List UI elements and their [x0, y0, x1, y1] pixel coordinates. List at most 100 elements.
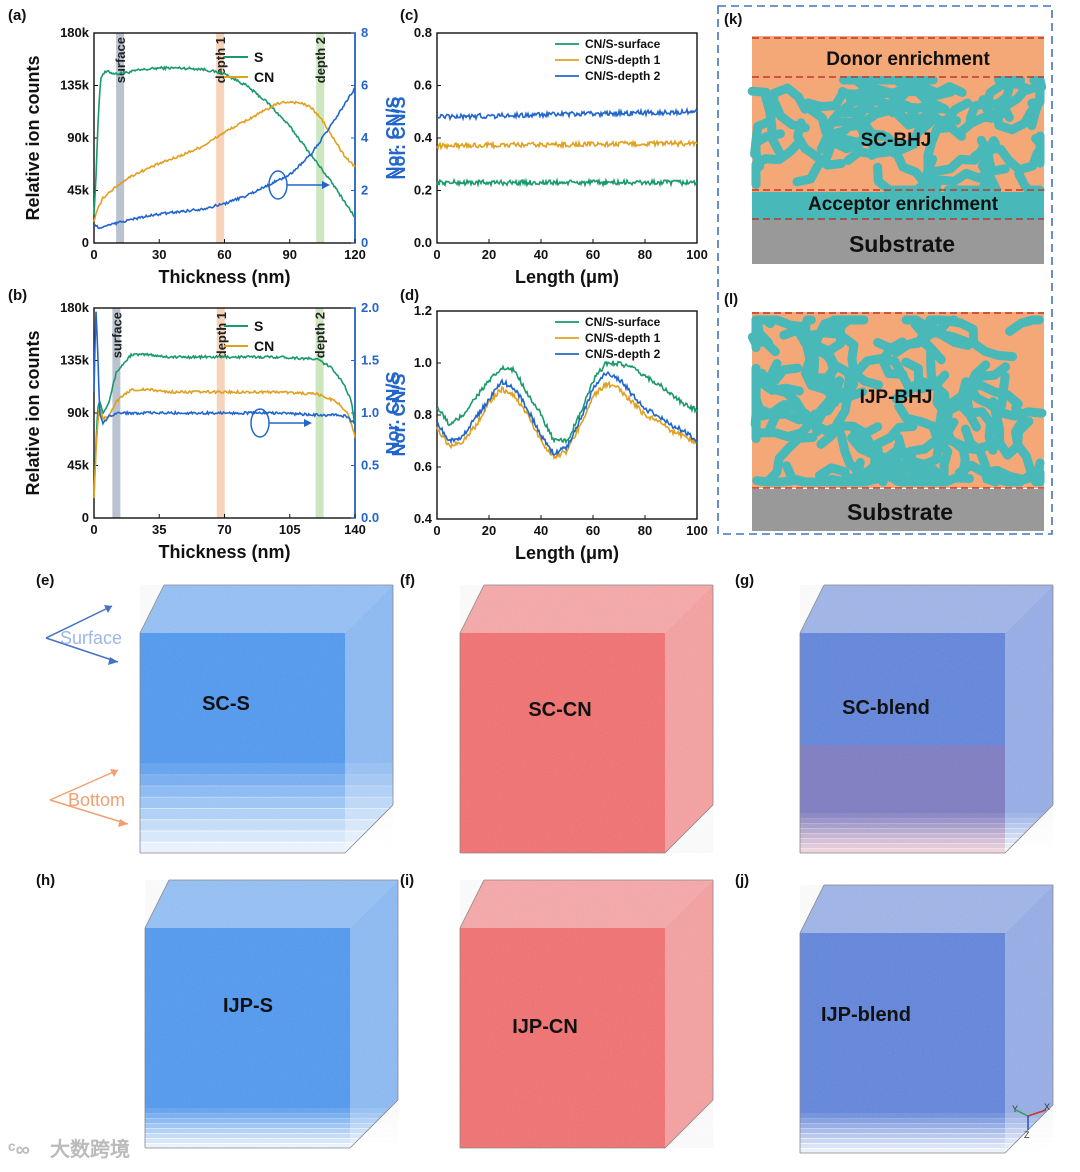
band-label: surface: [113, 37, 128, 83]
y-tick-label: 0.4: [414, 511, 433, 526]
x-tick-label: 30: [152, 247, 166, 262]
cube-j: IJP-blend: [799, 884, 1054, 1154]
cube-fade: [799, 1118, 1054, 1124]
annotation-arrowhead: [322, 181, 330, 189]
bhj-morphology-k: [747, 73, 1047, 198]
acceptor-domain: [761, 92, 784, 156]
y-tick-label: 90k: [67, 130, 89, 145]
ijp-bhj-label: IJP-BHJ: [860, 387, 933, 408]
acceptor-domain: [1003, 403, 1028, 460]
cube-label-h: IJP-S: [223, 995, 273, 1017]
acceptor-domain: [825, 325, 883, 390]
depth-band: [316, 33, 325, 243]
series-line-nor-cn-s: [93, 311, 356, 426]
x-tick-label: 120: [344, 247, 366, 262]
cube-fade: [139, 808, 394, 821]
band-label: depth 1: [214, 312, 229, 358]
acceptor-domain: [901, 315, 971, 347]
panel-label-i: (i): [400, 872, 414, 889]
acceptor-enrichment-label: Acceptor enrichment: [808, 194, 999, 215]
acceptor-domain: [850, 428, 884, 476]
acceptor-domain: [747, 86, 810, 133]
cube-texture: [145, 880, 398, 1148]
cube-fade: [144, 1113, 399, 1119]
cube-label-e: SC-S: [202, 693, 250, 715]
acceptor-enrichment-layer: [752, 192, 1044, 220]
panel-label-d: (d): [400, 287, 419, 304]
cube-fade: [799, 1133, 1054, 1139]
x-tick-label: 0: [433, 523, 440, 538]
cube-texture: [800, 885, 1053, 1153]
panel-label-j: (j): [735, 872, 749, 889]
legend-label: S: [254, 49, 263, 65]
cube-texture: [800, 585, 1053, 853]
x-tick-label: 105: [279, 522, 301, 537]
panel-label-l: (l): [724, 291, 738, 308]
watermark-text: 大数跨境: [50, 1137, 130, 1161]
cube-edge: [459, 879, 485, 929]
y2-tick-label: 4: [361, 130, 369, 145]
y-tick-label: 0: [82, 510, 89, 525]
cube-texture: [460, 585, 713, 853]
bottom-label: Bottom: [68, 790, 125, 810]
y-tick-label: 135k: [60, 353, 90, 368]
schematic-frame: [717, 5, 1053, 535]
y2-tick-label: 8: [361, 25, 368, 40]
cube-h: IJP-S: [144, 879, 399, 1149]
acceptor-domain: [751, 359, 782, 390]
x-tick-label: 60: [586, 523, 600, 538]
tof-sims-3d-maps: (e) (f) (g) (h) (i) (j) SC-S SC-CN SC-blen…: [36, 572, 1054, 1154]
x-axis-label: Thickness (nm): [158, 542, 290, 562]
panel-label-e: (e): [36, 572, 54, 589]
legend-label: S: [254, 318, 263, 334]
y-tick-label: 1.0: [414, 355, 432, 370]
panel-b: (b) surface depth 1 depth 2 0 35 70 105 140 0 45k…: [8, 287, 403, 562]
axis-triad-icon: X Y Z: [1012, 1102, 1050, 1140]
legend-label: CN: [254, 69, 274, 85]
series-line-s: [93, 65, 356, 218]
panel-label-g: (g): [735, 572, 754, 589]
cube-fade: [144, 1128, 399, 1134]
cube-fade: [139, 830, 394, 843]
acceptor-domain: [1031, 131, 1045, 168]
y-tick-label: 0.2: [414, 183, 432, 198]
cube-fade: [144, 1138, 399, 1144]
annotation-arrowhead: [304, 419, 312, 427]
cube-fade: [139, 763, 394, 776]
cube-blend-tint: [800, 745, 1005, 853]
acceptor-domain: [792, 129, 888, 187]
legend-label: CN: [254, 338, 274, 354]
acceptor-domain: [816, 392, 852, 449]
y-tick-label: 0.8: [414, 407, 432, 422]
y-axis-label: Nor. CN/S: [389, 96, 409, 179]
surface-bottom-annotation: Surface Bottom: [45, 605, 129, 827]
panel-c: (c) 0 20 40 60 80 100 0.0 0.2 0.4 0.6 0.8 Length (μ…: [389, 7, 708, 287]
y2-tick-label: 0: [361, 235, 368, 250]
acceptor-domain: [956, 83, 1032, 137]
cube-edge: [459, 584, 485, 634]
x-tick-label: 80: [638, 247, 652, 262]
cube-fade: [144, 1118, 399, 1124]
cube-fade: [799, 848, 1054, 854]
series-line-cn-s-depth-2: [437, 106, 698, 122]
cube-fade: [799, 823, 1054, 829]
acceptor-domain: [910, 315, 959, 340]
series-line-cn-s-depth-1: [436, 380, 698, 460]
y2-axis-label: Nor. CN/S: [383, 371, 403, 454]
acceptor-domain: [962, 362, 1011, 432]
panel-label-f: (f): [400, 572, 415, 589]
y-tick-label: 180k: [60, 300, 90, 315]
x-tick-label: 60: [217, 247, 231, 262]
panel-label-h: (h): [36, 872, 55, 889]
cube-fade: [139, 841, 394, 854]
acceptor-domain: [843, 125, 924, 165]
triad-z-label: Z: [1024, 1130, 1030, 1140]
y2-tick-label: 0.0: [361, 510, 379, 525]
cube-edge: [664, 1099, 714, 1149]
cube-fade: [799, 1138, 1054, 1144]
acceptor-domain: [906, 435, 970, 478]
x-tick-label: 60: [586, 247, 600, 262]
panel-label-b: (b): [8, 287, 27, 304]
series-line-cn: [93, 386, 356, 499]
cube-fade: [799, 843, 1054, 849]
